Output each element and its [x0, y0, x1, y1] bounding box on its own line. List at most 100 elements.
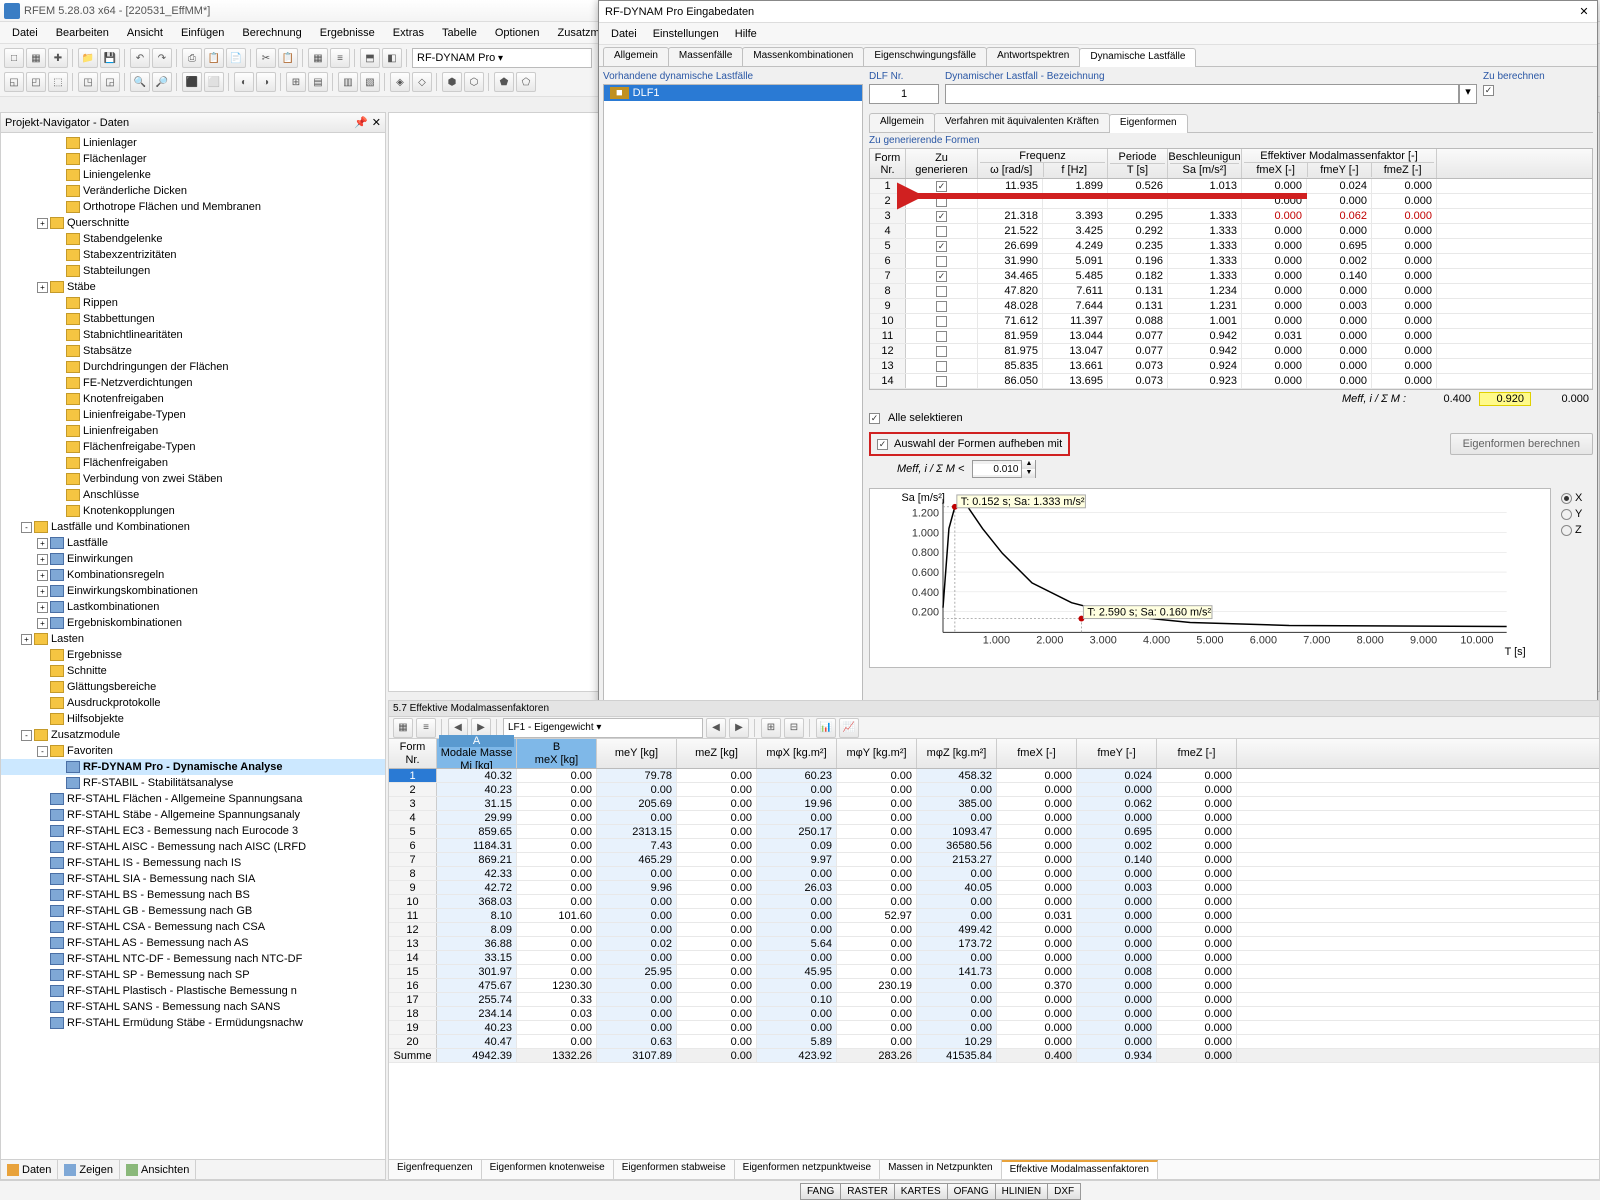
table-row[interactable]: 17255.740.330.000.000.100.000.000.0000.0… — [389, 993, 1599, 1007]
nav-tab-daten[interactable]: Daten — [1, 1160, 58, 1179]
toolbar-button[interactable]: 📊 — [816, 718, 836, 738]
table-row[interactable]: 1486.05013.6950.0730.9230.0000.0000.000 — [870, 374, 1592, 389]
tree-item[interactable]: Orthotrope Flächen und Membranen — [1, 199, 385, 215]
toolbar-button[interactable]: ◲ — [100, 72, 120, 92]
table-row[interactable]: 2040.470.000.630.005.890.0010.290.0000.0… — [389, 1035, 1599, 1049]
toolbar-button[interactable]: ◳ — [78, 72, 98, 92]
toolbar-button[interactable]: ↷ — [152, 48, 172, 68]
status-raster[interactable]: RASTER — [840, 1183, 895, 1200]
status-fang[interactable]: FANG — [800, 1183, 841, 1200]
tree-item[interactable]: Linienlager — [1, 135, 385, 151]
tree-item[interactable]: Durchdringungen der Flächen — [1, 359, 385, 375]
tree-item[interactable]: Veränderliche Dicken — [1, 183, 385, 199]
menu-optionen[interactable]: Optionen — [487, 25, 548, 41]
toolbar-button[interactable]: ⬚ — [48, 72, 68, 92]
tab-2[interactable]: Massenkombinationen — [742, 47, 864, 66]
menu-ergebnisse[interactable]: Ergebnisse — [312, 25, 383, 41]
toolbar-button[interactable]: ⊟ — [784, 718, 804, 738]
menu-datei[interactable]: Datei — [603, 26, 645, 42]
table-row[interactable]: 734.4655.4850.1821.3330.0000.1400.000 — [870, 269, 1592, 284]
tree-item[interactable]: Liniengelenke — [1, 167, 385, 183]
dlf-list[interactable]: ■DLF1 — [603, 84, 863, 705]
toolbar-button[interactable]: ◈ — [390, 72, 410, 92]
toolbar-button[interactable]: ▧ — [360, 72, 380, 92]
tree-item[interactable]: FE-Netzverdichtungen — [1, 375, 385, 391]
spin-up-icon[interactable]: ▲ — [1021, 460, 1035, 469]
toolbar-button[interactable]: ◧ — [382, 48, 402, 68]
toolbar-button[interactable]: ✚ — [48, 48, 68, 68]
lc-combo[interactable]: LF1 - Eigengewicht ▾ — [503, 718, 703, 738]
tree-item[interactable]: RF-STAHL AS - Bemessung nach AS — [1, 935, 385, 951]
menu-tabelle[interactable]: Tabelle — [434, 25, 485, 41]
tab-3[interactable]: Eigenschwingungsfälle — [863, 47, 987, 66]
tree-item[interactable]: Stabexzentrizitäten — [1, 247, 385, 263]
status-dxf[interactable]: DXF — [1047, 1183, 1081, 1200]
generate-checkbox[interactable] — [936, 241, 947, 252]
toolbar-button[interactable]: ✂ — [256, 48, 276, 68]
table-row[interactable]: Summe4942.391332.263107.890.00423.92283.… — [389, 1049, 1599, 1063]
toolbar-button[interactable]: ▦ — [393, 718, 413, 738]
tree-item[interactable]: Flächenfreigaben — [1, 455, 385, 471]
tree-item[interactable]: -Zusatzmodule — [1, 727, 385, 743]
nav-tab-zeigen[interactable]: Zeigen — [58, 1160, 120, 1179]
toolbar-button[interactable]: ⬟ — [494, 72, 514, 92]
toolbar-button[interactable]: ⬛ — [182, 72, 202, 92]
tree-item[interactable]: Flächenlager — [1, 151, 385, 167]
tree-item[interactable]: Stabnichtlinearitäten — [1, 327, 385, 343]
menu-datei[interactable]: Datei — [4, 25, 46, 41]
dlf-nr-input[interactable] — [869, 84, 939, 104]
toolbar-button[interactable]: 📈 — [839, 718, 859, 738]
tree-item[interactable]: +Lasten — [1, 631, 385, 647]
result-tab[interactable]: Eigenformen knotenweise — [482, 1160, 614, 1179]
toolbar-button[interactable]: ▥ — [338, 72, 358, 92]
generate-checkbox[interactable] — [936, 256, 947, 267]
generate-checkbox[interactable] — [936, 196, 947, 207]
tree-item[interactable]: +Einwirkungen — [1, 551, 385, 567]
axis-radio-z[interactable]: Z — [1561, 524, 1589, 536]
tree-item[interactable]: Stabendgelenke — [1, 231, 385, 247]
toolbar-button[interactable]: 📋 — [204, 48, 224, 68]
tab-1[interactable]: Massenfälle — [668, 47, 743, 66]
tree-item[interactable]: RF-STAHL Plastisch - Plastische Bemessun… — [1, 983, 385, 999]
auswahl-checkbox[interactable] — [877, 439, 888, 450]
result-tab[interactable]: Eigenformen stabweise — [614, 1160, 735, 1179]
table-row[interactable]: 1336.880.000.020.005.640.00173.720.0000.… — [389, 937, 1599, 951]
toolbar-button[interactable]: ◱ — [4, 72, 24, 92]
generate-checkbox[interactable] — [936, 316, 947, 327]
table-row[interactable]: 61184.310.007.430.000.090.0036580.560.00… — [389, 839, 1599, 853]
table-row[interactable]: 1181.95913.0440.0770.9420.0310.0000.000 — [870, 329, 1592, 344]
tree-item[interactable]: RF-STABIL - Stabilitätsanalyse — [1, 775, 385, 791]
table-row[interactable]: 18234.140.030.000.000.000.000.000.0000.0… — [389, 1007, 1599, 1021]
pin-icon[interactable]: 📌 — [354, 116, 368, 129]
close-icon[interactable]: ✕ — [372, 116, 381, 129]
table-row[interactable]: 421.5223.4250.2921.3330.0000.0000.000 — [870, 224, 1592, 239]
table-row[interactable]: 1071.61211.3970.0881.0010.0000.0000.000 — [870, 314, 1592, 329]
subtab-1[interactable]: Verfahren mit äquivalenten Kräften — [934, 113, 1110, 132]
tree-item[interactable]: RF-STAHL SANS - Bemessung nach SANS — [1, 999, 385, 1015]
tab-5[interactable]: Dynamische Lastfälle — [1079, 48, 1196, 67]
tree-item[interactable]: RF-DYNAM Pro - Dynamische Analyse — [1, 759, 385, 775]
result-tab[interactable]: Effektive Modalmassenfaktoren — [1002, 1160, 1158, 1179]
tree-item[interactable]: Verbindung von zwei Stäben — [1, 471, 385, 487]
result-tab[interactable]: Massen in Netzpunkten — [880, 1160, 1002, 1179]
generate-checkbox[interactable] — [936, 286, 947, 297]
tree-item[interactable]: Flächenfreigabe-Typen — [1, 439, 385, 455]
menu-ansicht[interactable]: Ansicht — [119, 25, 171, 41]
table-row[interactable]: 240.230.000.000.000.000.000.000.0000.000… — [389, 783, 1599, 797]
table-row[interactable]: 20.0000.0000.000 — [870, 194, 1592, 209]
menu-berechnung[interactable]: Berechnung — [234, 25, 309, 41]
nav-tab-ansichten[interactable]: Ansichten — [120, 1160, 196, 1179]
toolbar-button[interactable]: ◀ — [706, 718, 726, 738]
tree-item[interactable]: Anschlüsse — [1, 487, 385, 503]
navigator-tree[interactable]: LinienlagerFlächenlagerLiniengelenkeVerä… — [1, 133, 385, 1159]
table-row[interactable]: 1385.83513.6610.0730.9240.0000.0000.000 — [870, 359, 1592, 374]
toolbar-button[interactable]: ⬡ — [464, 72, 484, 92]
table-row[interactable]: 1433.150.000.000.000.000.000.000.0000.00… — [389, 951, 1599, 965]
tab-4[interactable]: Antwortspektren — [986, 47, 1080, 66]
tree-item[interactable]: RF-STAHL SP - Bemessung nach SP — [1, 967, 385, 983]
table-row[interactable]: 5859.650.002313.150.00250.170.001093.470… — [389, 825, 1599, 839]
tree-item[interactable]: RF-STAHL IS - Bemessung nach IS — [1, 855, 385, 871]
toolbar-button[interactable]: ↶ — [130, 48, 150, 68]
tree-item[interactable]: +Querschnitte — [1, 215, 385, 231]
menu-bearbeiten[interactable]: Bearbeiten — [48, 25, 117, 41]
